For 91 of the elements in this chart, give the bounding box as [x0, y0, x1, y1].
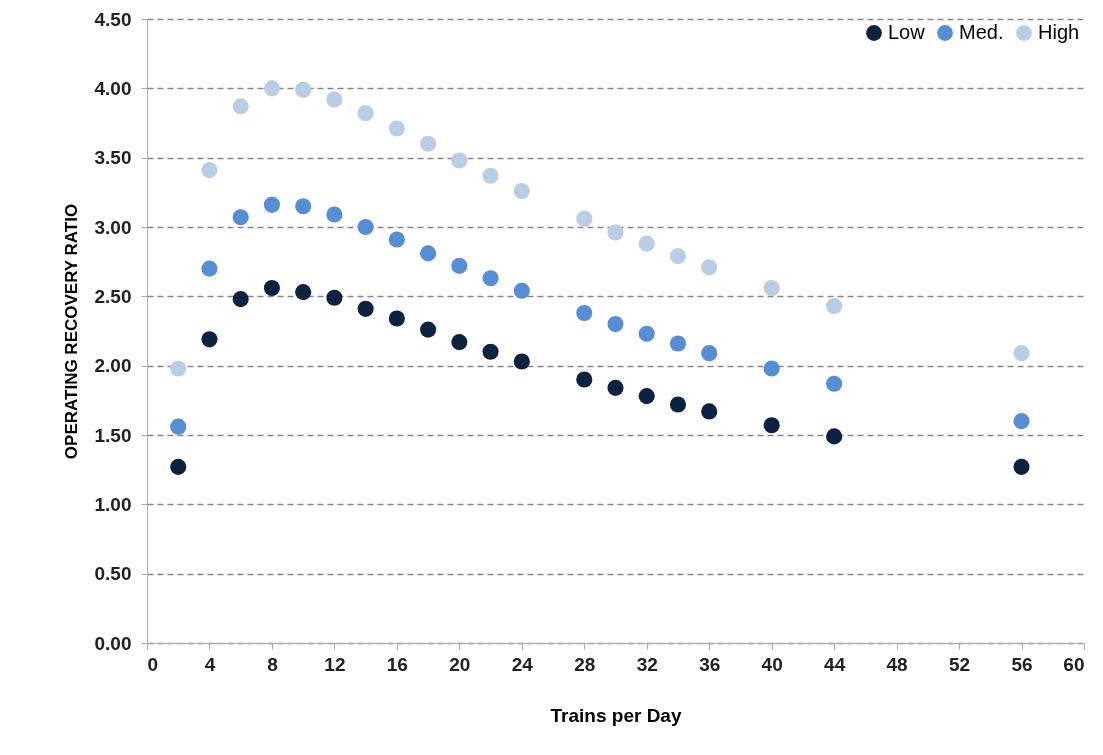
point: [701, 345, 718, 362]
point: [451, 334, 468, 351]
y-tick-label: 4.50: [94, 8, 132, 30]
point: [201, 260, 218, 277]
point: [1013, 458, 1030, 475]
point: [763, 360, 780, 377]
x-tick-label: 28: [574, 653, 596, 675]
point: [201, 331, 218, 348]
point: [763, 417, 780, 434]
y-axis-title: OPERATING RECOVERY RATIO: [61, 203, 81, 460]
y-tick-label: 1.00: [94, 493, 132, 515]
legend-label: High: [1038, 21, 1080, 43]
legend-label: Low: [888, 21, 926, 43]
point: [420, 135, 437, 152]
point: [170, 458, 187, 475]
point: [513, 282, 530, 299]
point: [669, 248, 687, 265]
point: [326, 206, 343, 223]
y-tick-label: 3.00: [94, 216, 132, 238]
point: [451, 152, 468, 169]
point: [388, 231, 405, 248]
point: [638, 325, 655, 342]
x-tick-label: 0: [147, 653, 159, 675]
point: [388, 120, 405, 137]
x-tick-label: 60: [1063, 653, 1085, 675]
point: [701, 259, 718, 276]
point: [295, 284, 312, 301]
point: [232, 291, 249, 308]
point: [232, 209, 249, 226]
point: [638, 388, 655, 405]
x-tick-label: 4: [204, 653, 216, 675]
point: [607, 224, 624, 241]
y-tick-label: 1.50: [94, 424, 132, 446]
x-axis-title: Trains per Day: [550, 704, 682, 726]
point: [170, 360, 187, 377]
point: [513, 182, 530, 199]
point: [326, 289, 343, 306]
x-tick-label: 52: [949, 653, 971, 675]
point: [1013, 345, 1030, 362]
x-tick-label: 48: [886, 653, 908, 675]
point: [607, 316, 624, 333]
point: [263, 279, 280, 297]
x-tick-label: 12: [324, 653, 346, 675]
x-tick-label: 56: [1011, 653, 1033, 675]
point: [232, 98, 249, 115]
point: [357, 105, 374, 122]
x-tick-label: 40: [761, 653, 783, 675]
x-tick-label: 16: [386, 653, 408, 675]
point: [482, 167, 499, 184]
point: [295, 198, 312, 215]
point: [420, 245, 437, 262]
point: [576, 304, 593, 322]
y-tick-label: 3.50: [94, 147, 132, 169]
x-tick-label: 8: [267, 653, 278, 675]
point: [482, 270, 499, 287]
point: [826, 375, 843, 392]
point: [669, 335, 687, 352]
y-tick-label: 4.00: [94, 77, 132, 99]
point: [357, 300, 374, 317]
x-tick-label: 20: [449, 653, 471, 675]
point: [357, 218, 374, 236]
point: [576, 210, 593, 227]
point: [763, 279, 780, 297]
point: [638, 235, 655, 252]
point: [263, 196, 280, 213]
x-tick-label: 32: [636, 653, 658, 675]
point: [451, 257, 468, 274]
y-tick-label: 2.50: [94, 285, 132, 307]
point: [669, 396, 687, 413]
point: [576, 371, 593, 388]
y-tick-label: 2.00: [94, 355, 132, 377]
point: [826, 428, 843, 445]
point: [420, 321, 437, 338]
point: [295, 81, 312, 98]
point: [1013, 413, 1030, 430]
x-tick-label: 36: [699, 653, 721, 675]
point: [263, 80, 280, 97]
x-tick-label: 24: [511, 653, 534, 675]
point: [170, 418, 187, 435]
point: [201, 162, 218, 179]
point: [326, 91, 343, 108]
point: [513, 353, 530, 370]
y-tick-label: 0.00: [94, 632, 132, 654]
x-tick-label: 44: [824, 653, 846, 675]
point: [826, 297, 843, 315]
point: [388, 310, 405, 327]
point: [607, 379, 624, 396]
point: [482, 343, 499, 360]
legend-label: Med.: [959, 21, 1004, 43]
y-tick-label: 0.50: [94, 563, 132, 585]
point: [701, 403, 718, 420]
